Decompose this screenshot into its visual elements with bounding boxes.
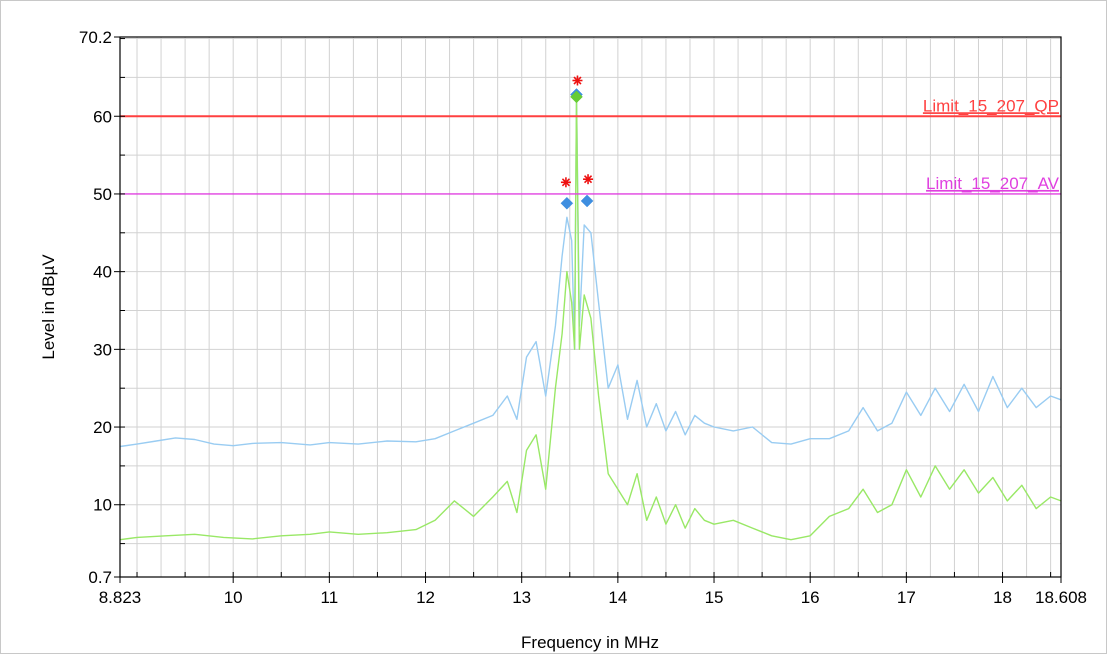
x-tick-label: 15 [705,588,724,607]
limit-lines: Limit_15_207_QP Limit_15_207_AV [120,96,1061,195]
markers [560,75,594,210]
x-tick-label: 8.823 [99,588,142,607]
diamond-marker [580,194,594,208]
x-tick-label: 16 [801,588,820,607]
x-tick-label: 18 [993,588,1012,607]
asterisk-marker [572,75,583,86]
x-tick-label: 11 [321,588,339,607]
plot-frame [119,36,1062,578]
y-tick-label: 40 [93,263,112,282]
y-tick-label: 10 [93,496,112,515]
x-tick-label: 13 [512,588,531,607]
y-tick-label: 20 [93,418,112,437]
diamond-marker [560,196,574,210]
asterisk-marker [583,174,594,185]
traces [119,92,1062,541]
x-tick-label: 10 [224,588,243,607]
limit-label: Limit_15_207_AV [926,174,1060,193]
y-tick-label: 60 [93,107,112,126]
y-tick-label: 30 [93,340,112,359]
y-tick-label: 0.7 [88,568,112,587]
asterisk-marker [560,177,571,188]
axis-ticks: 8.823 10 11 12 13 14 15 16 17 18 18.608 0.7 10 20 30 40… [79,28,1087,607]
x-tick-label: 17 [897,588,916,607]
trace-1 [119,92,1062,448]
y-tick-label: 50 [93,185,112,204]
x-axis-label: Frequency in MHz [521,633,659,652]
grid [120,37,1061,577]
x-tick-label: 18.608 [1035,588,1087,607]
x-tick-label: 12 [416,588,435,607]
diamond-marker [570,90,583,104]
y-tick-label: 70.2 [79,28,112,47]
trace-2 [119,96,1062,541]
y-axis-label: Level in dBµV [39,254,58,360]
x-tick-label: 14 [608,588,627,607]
limit-label: Limit_15_207_QP [923,96,1059,115]
